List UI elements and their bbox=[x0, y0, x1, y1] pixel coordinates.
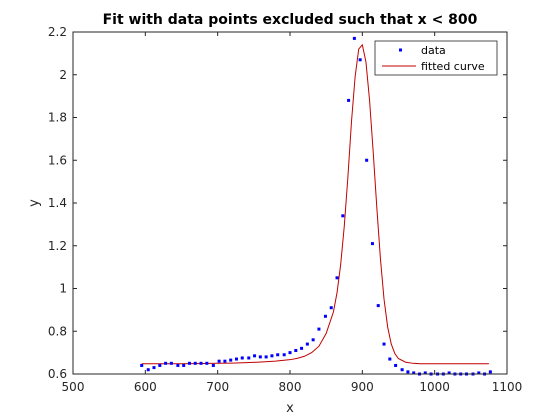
data-point bbox=[276, 353, 280, 357]
data-point bbox=[311, 338, 315, 342]
data-point bbox=[400, 368, 404, 372]
data-point bbox=[234, 357, 238, 361]
data-point bbox=[282, 353, 286, 357]
x-tick-label: 1100 bbox=[492, 380, 523, 394]
data-point bbox=[152, 366, 156, 370]
data-point bbox=[199, 361, 203, 365]
data-point bbox=[158, 363, 162, 367]
y-tick-label: 1.4 bbox=[48, 196, 67, 210]
data-point bbox=[423, 371, 427, 375]
x-tick-label: 500 bbox=[62, 380, 85, 394]
data-point bbox=[341, 214, 345, 218]
data-point bbox=[253, 354, 257, 358]
x-tick-label: 1000 bbox=[419, 380, 450, 394]
data-point bbox=[329, 306, 333, 310]
y-tick-label: 1.2 bbox=[48, 239, 67, 253]
data-point bbox=[187, 361, 191, 365]
y-axis-ticks: 0.6 0.8 1 1.2 1.4 1.6 1.8 2 2.2 bbox=[48, 25, 507, 381]
data-point bbox=[217, 359, 221, 363]
x-tick-label: 900 bbox=[351, 380, 374, 394]
data-point bbox=[146, 368, 150, 372]
data-point bbox=[477, 371, 481, 375]
y-axis-label: y bbox=[27, 199, 42, 207]
x-tick-label: 600 bbox=[134, 380, 157, 394]
data-point bbox=[388, 357, 392, 361]
data-point bbox=[258, 355, 262, 359]
data-point bbox=[406, 370, 410, 374]
data-point bbox=[240, 356, 244, 360]
data-point bbox=[447, 371, 451, 375]
data-point bbox=[358, 58, 362, 62]
data-point bbox=[169, 361, 173, 365]
y-tick-label: 0.6 bbox=[48, 367, 67, 381]
data-point bbox=[317, 327, 321, 331]
data-point bbox=[176, 363, 180, 367]
data-point bbox=[365, 158, 369, 162]
y-tick-label: 1.8 bbox=[48, 111, 67, 125]
x-axis-label: x bbox=[286, 401, 294, 416]
data-point bbox=[347, 98, 351, 102]
x-axis-ticks: 500 600 700 800 900 1000 1100 bbox=[62, 32, 523, 394]
legend-box bbox=[374, 40, 498, 76]
data-point bbox=[352, 36, 356, 40]
y-tick-label: 1.6 bbox=[48, 153, 67, 167]
data-point bbox=[223, 359, 227, 363]
data-point bbox=[488, 370, 492, 374]
x-tick-label: 800 bbox=[279, 380, 302, 394]
data-point bbox=[305, 342, 309, 346]
data-point bbox=[140, 363, 144, 367]
legend-marker-data bbox=[399, 48, 402, 52]
chart-title: Fit with data points excluded such that … bbox=[103, 12, 478, 28]
data-point bbox=[294, 348, 298, 352]
data-point bbox=[288, 351, 292, 355]
data-point bbox=[264, 355, 268, 359]
data-point bbox=[382, 342, 386, 346]
y-tick-label: 2.2 bbox=[48, 25, 67, 39]
data-point bbox=[300, 346, 304, 350]
y-tick-label: 2 bbox=[59, 68, 67, 82]
legend: data fitted curve bbox=[374, 40, 498, 76]
data-point bbox=[370, 242, 374, 246]
data-point bbox=[335, 276, 339, 280]
fitted-curve-line bbox=[141, 43, 489, 365]
data-point bbox=[270, 354, 274, 358]
y-tick-label: 1 bbox=[59, 282, 67, 296]
data-point bbox=[229, 358, 233, 362]
data-point bbox=[193, 361, 197, 365]
data-point bbox=[394, 363, 398, 367]
data-point bbox=[247, 356, 251, 360]
data-point bbox=[211, 363, 215, 367]
data-point bbox=[182, 363, 186, 367]
x-tick-label: 700 bbox=[206, 380, 229, 394]
data-point bbox=[164, 361, 168, 365]
data-point bbox=[412, 371, 416, 375]
y-tick-label: 0.8 bbox=[48, 324, 67, 338]
data-point bbox=[205, 361, 209, 365]
legend-label-fitted-curve: fitted curve bbox=[421, 60, 485, 73]
legend-label-data: data bbox=[421, 44, 446, 57]
data-point bbox=[376, 304, 380, 308]
data-point bbox=[323, 314, 327, 318]
fitted-curve-layer bbox=[141, 43, 489, 365]
